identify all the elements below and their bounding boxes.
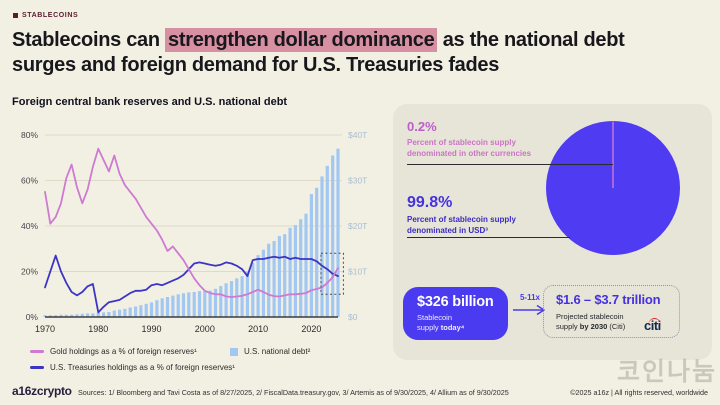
chart-heading: Foreign central bank reserves and U.S. n…: [12, 96, 288, 108]
svg-text:1990: 1990: [142, 324, 162, 334]
svg-text:$30T: $30T: [348, 176, 367, 186]
usd-caption-line1: Percent of stablecoin supply: [407, 215, 516, 224]
debt-square-swatch-icon: [230, 347, 238, 356]
supply-today-value: $326 billion: [417, 294, 494, 310]
projected-supply-value: $1.6 – $3.7 trillion: [556, 292, 661, 307]
title-highlight: strengthen dollar dominance: [165, 28, 438, 52]
svg-text:$40T: $40T: [348, 130, 367, 140]
title-line2: surges and foreign demand for U.S. Treas…: [12, 54, 500, 76]
citi-logo-text-wrap: citi: [644, 318, 661, 333]
title-line1: Stablecoins can strengthen dollar domina…: [12, 28, 714, 53]
svg-text:0%: 0%: [26, 312, 39, 322]
projected-caption-pre: supply: [556, 322, 580, 331]
supply-today-caption-line2: supply today⁴: [417, 323, 464, 333]
legend-item-debt: U.S. national debt²: [230, 347, 310, 356]
copyright-text: ©2025 a16z | All rights reserved, worldw…: [570, 388, 708, 397]
other-caption-line2: denominated in other currencies: [407, 149, 532, 158]
a16zcrypto-logo: a16zcrypto: [12, 384, 72, 398]
other-currencies-percent: 0.2%: [407, 119, 437, 134]
svg-text:20%: 20%: [21, 267, 38, 277]
projected-caption-bold: by 2030: [579, 322, 608, 331]
svg-text:40%: 40%: [21, 221, 38, 231]
usd-percent: 99.8%: [407, 194, 453, 211]
title-line1-post: as the national debt: [437, 29, 625, 51]
legend-item-gold: Gold holdings as a % of foreign reserves…: [30, 347, 197, 356]
svg-text:1980: 1980: [88, 324, 108, 334]
supply-today-caption-bold: today⁴: [440, 323, 465, 332]
treasuries-line-swatch-icon: [30, 366, 44, 369]
other-caption-line1: Percent of stablecoin supply: [407, 138, 516, 147]
sources-text: Sources: 1/ Bloomberg and Tavi Costa as …: [78, 388, 509, 397]
svg-text:$20T: $20T: [348, 221, 367, 231]
projected-supply-caption: Projected stablecoin supply by 2030 (Cit…: [556, 312, 625, 332]
svg-text:2020: 2020: [301, 324, 321, 334]
usd-caption: Percent of stablecoin supply denominated…: [407, 214, 516, 236]
svg-text:60%: 60%: [21, 176, 38, 186]
right-arrow-icon: [513, 304, 545, 316]
svg-text:1970: 1970: [35, 324, 55, 334]
legend-item-treasuries: U.S. Treasuries holdings as a % of forei…: [30, 363, 235, 372]
square-bullet-icon: [13, 13, 18, 18]
title-line1-pre: Stablecoins can: [12, 29, 166, 51]
gold-line-swatch-icon: [30, 350, 44, 353]
section-tag-label: STABLECOINS: [22, 12, 79, 19]
projected-caption-line1: Projected stablecoin: [556, 312, 624, 321]
svg-text:2010: 2010: [248, 324, 268, 334]
slide-title: Stablecoins can strengthen dollar domina…: [12, 28, 714, 78]
callout-line-other: [407, 164, 613, 166]
supply-today-caption-pre: supply: [417, 323, 441, 332]
other-currencies-caption: Percent of stablecoin supply denominated…: [407, 137, 531, 159]
callout-line-usd: [407, 237, 570, 239]
multiplier-label: 5-11x: [519, 293, 541, 302]
svg-text:$10T: $10T: [348, 267, 367, 277]
legend-label-treasuries: U.S. Treasuries holdings as a % of forei…: [50, 363, 235, 372]
legend-label-gold: Gold holdings as a % of foreign reserves…: [50, 347, 197, 356]
legend-label-debt: U.S. national debt²: [244, 347, 311, 356]
projected-supply-box: [543, 285, 680, 338]
supply-today-caption-line1: Stablecoin: [417, 313, 453, 322]
pie-chart: [546, 121, 680, 255]
combo-chart: 80% $40T 60% $30T 40% $20T 20% $10T 0% $0 1970 1980…: [21, 130, 367, 334]
watermark: 코인나눔: [616, 358, 717, 386]
projected-caption-post: (Citi): [607, 322, 626, 331]
stablecoin-supply-today-box: [403, 287, 508, 340]
svg-text:80%: 80%: [21, 130, 38, 140]
projected-caption-line2: supply by 2030 (Citi): [556, 322, 625, 332]
svg-text:2000: 2000: [195, 324, 215, 334]
svg-text:$0: $0: [348, 312, 358, 322]
section-tag: STABLECOINS: [13, 12, 78, 19]
citi-arc-icon: [648, 318, 661, 326]
usd-caption-line2: denominated in USD³: [407, 226, 488, 235]
supply-today-caption: Stablecoin supply today⁴: [417, 313, 464, 333]
citi-logo: citi: [644, 318, 661, 333]
